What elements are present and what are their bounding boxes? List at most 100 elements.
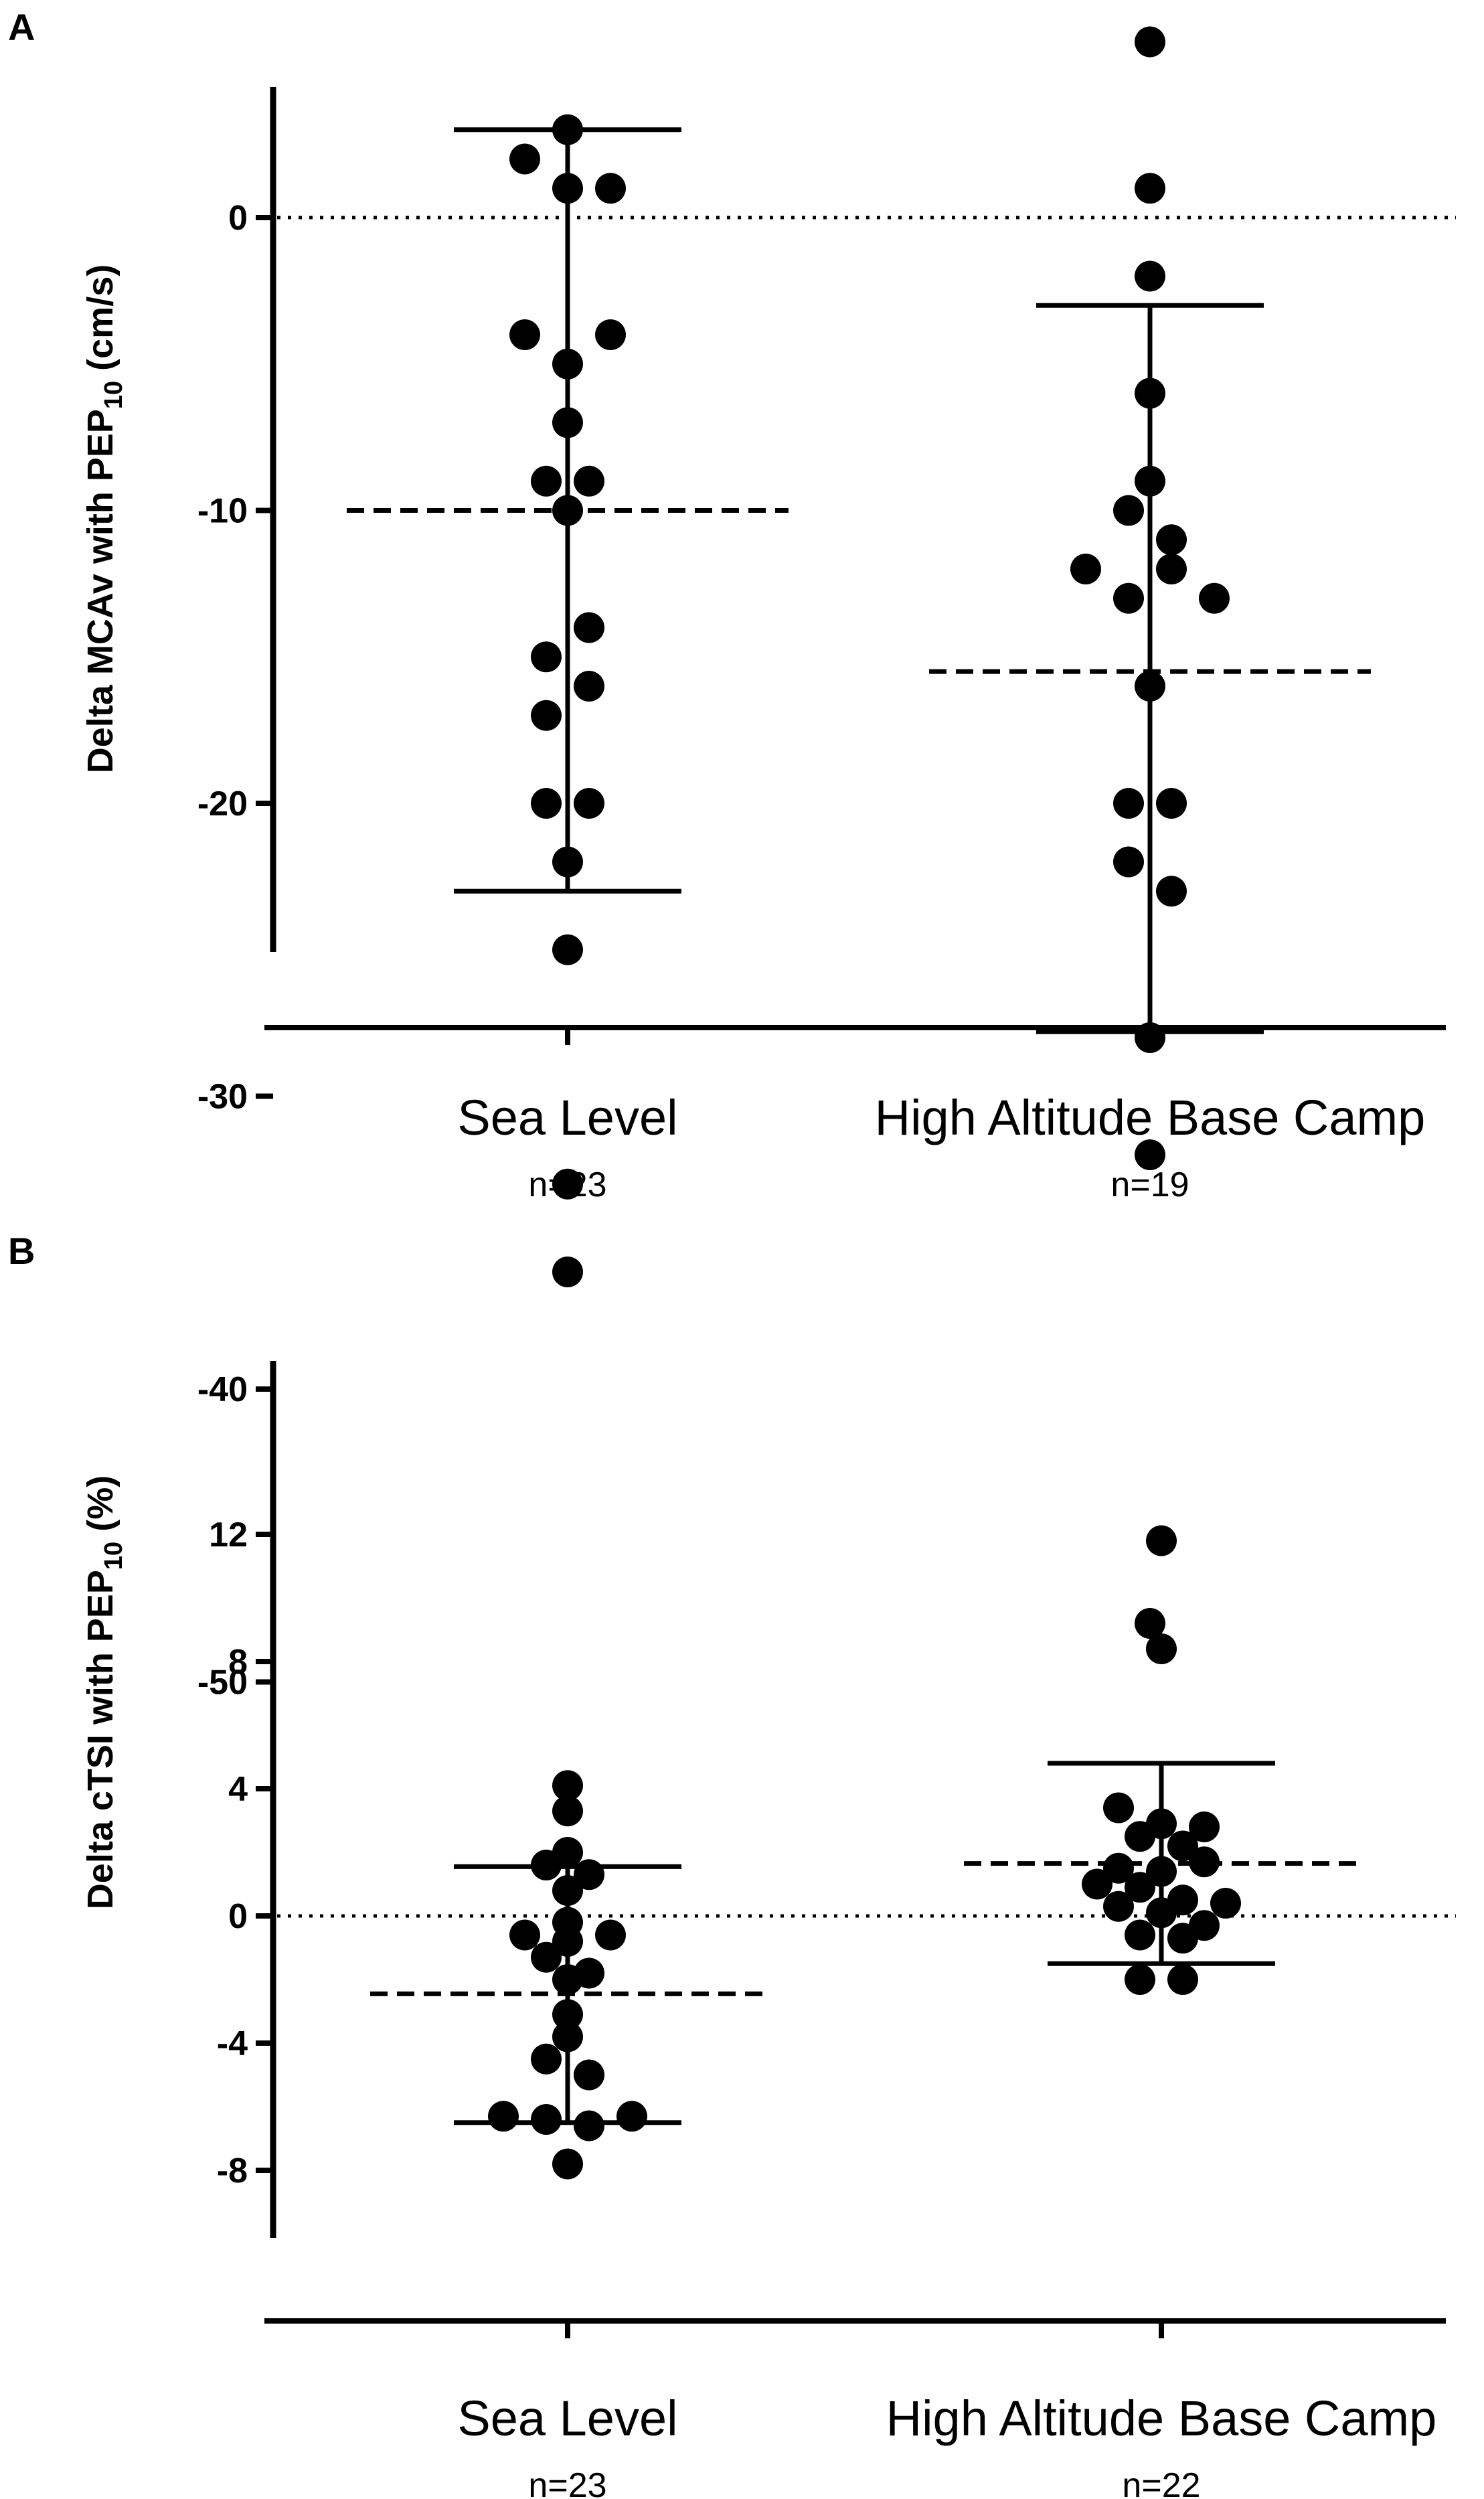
panel-a-group-sea-level-data-point [552, 1168, 583, 1200]
panel-b-group-high-altitude-data-point [1167, 1884, 1198, 1916]
panel-a-group-high-altitude-data-point [1135, 1139, 1165, 1170]
panel-b-group-high-altitude-data-point [1210, 1888, 1241, 1919]
panel-b-group-sea-level-data-point [531, 1941, 562, 1973]
panel-b-marks [370, 1525, 1359, 2180]
panel-b-group-high-altitude-data-point [1167, 1830, 1198, 1862]
panel-a-y-tick-label: -10 [197, 492, 248, 531]
panel-a-group-high-altitude-n-label: n=19 [1110, 1165, 1189, 1204]
panel-b-group-high-altitude-data-point [1125, 1872, 1155, 1903]
panel-a-y-tick-label: 0 [228, 199, 248, 238]
panel-b-group-high-altitude-data-point [1125, 1919, 1155, 1951]
panel-a-y-tick-label: -20 [197, 785, 248, 823]
panel-a-group-high-altitude-category-label: High Altitude Base Camp [875, 1090, 1426, 1145]
panel-b-y-axis-label: Delta cTSI with PEP10 (%) [80, 1475, 128, 1909]
panel-a-group-sea-level-data-point [531, 788, 562, 819]
panel-b-categories: Sea Level n=23 High Altitude Base Camp n=22 [264, 2318, 1446, 2499]
panel-a-group-high-altitude-data-point [1135, 26, 1165, 58]
panel-b-y-axis-label-main: Delta cTSI with PEP [80, 1570, 120, 1909]
panel-a-group-sea-level-data-point [509, 319, 540, 350]
panel-a-group-high-altitude-data-point [1156, 524, 1187, 556]
panel-b-group-sea-level-data-point [552, 2148, 583, 2180]
panel-a-group-sea-level-data-point [531, 465, 562, 497]
panel-a-group-high-altitude-data-point [1156, 554, 1187, 584]
panel-a-group-high-altitude-data-point [1070, 554, 1101, 584]
panel-a-y-axis-label: Delta MCAv with PEP10 (cm/s) [80, 264, 128, 773]
panel-b-group-high-altitude-data-point [1146, 1808, 1177, 1840]
panel-b-group-sea-level-data-point [509, 1919, 540, 1951]
panel-b-y-tick-label: 4 [228, 1770, 248, 1809]
panel-b-y-axis-label-unit: (%) [80, 1475, 120, 1542]
panel-a-categories: Sea Level n=23 High Altitude Base Camp n=19 [264, 1025, 1446, 1204]
panel-b-group-high-altitude-data-point [1189, 1846, 1220, 1878]
panel-a-group-high-altitude-data-point [1113, 495, 1144, 526]
panel-b-group-high-altitude-data-point [1082, 1868, 1112, 1900]
panel-b-y-tick-label: -8 [217, 2152, 248, 2190]
panel-b-y-tick-label: 12 [209, 1516, 248, 1554]
panel-a-group-high-altitude-data-point [1156, 788, 1187, 819]
panel-a-group-high-altitude-data-point [1135, 465, 1165, 497]
panel-b-group-high-altitude-data-point [1167, 1964, 1198, 1995]
panel-b-group-high-altitude-data-point [1146, 1633, 1177, 1664]
panel-b-y-tick-label: 0 [228, 1897, 248, 1936]
panel-a-group-high-altitude-data-point [1135, 1608, 1165, 1639]
panel-a-group-high-altitude-data-point [1113, 846, 1144, 878]
panel-a-group-sea-level-data-point [595, 173, 626, 204]
panel-b-group-sea-level-data-point [531, 2043, 562, 2075]
panel-b-group-high-altitude-category-label: High Altitude Base Camp [886, 2391, 1437, 2446]
panel-a-y-ticks: 0 -10 -20 -30 -40 -50 [197, 87, 276, 1702]
panel-b-group-sea-level-n-label: n=23 [528, 2466, 606, 2499]
panel-b-group-sea-level-data-point [574, 1859, 604, 1890]
panel-b-y-ticks: 12 8 4 0 -4 -8 [209, 1361, 276, 2238]
panel-b-group-high-altitude-data-point [1103, 1792, 1134, 1824]
panel-a-group-high-altitude-data-point [1113, 788, 1144, 819]
panel-b-group-sea-level-data-point [488, 2101, 519, 2132]
panel-b: B Delta cTSI with PEP10 (%) 12 8 4 0 -4 -8 Se… [8, 1230, 1456, 2499]
panel-a-group-sea-level-data-point [552, 407, 583, 438]
panel-a-group-sea-level-data-point [574, 671, 604, 702]
panel-a-y-tick-label: -30 [197, 1078, 248, 1117]
panel-b-group-high-altitude-data-point [1125, 1964, 1155, 1995]
panel-b-group-sea-level-data-point [574, 2059, 604, 2091]
panel-b-group-sea-level-data-point [552, 1837, 583, 1868]
panel-a-y-axis-label-main: Delta MCAv with PEP [80, 409, 120, 773]
panel-b-group-high-altitude-data-point [1146, 1856, 1177, 1887]
panel-b-group-high-altitude-data-point [1189, 1811, 1220, 1842]
panel-a-group-sea-level-data-point [552, 173, 583, 204]
panel-a-group-sea-level-data-point [552, 934, 583, 965]
panel-a-group-high-altitude-data-point [1135, 173, 1165, 204]
panel-a-group-high-altitude-data-point [1135, 378, 1165, 409]
panel-a-y-axis-label-unit: (cm/s) [80, 264, 120, 381]
panel-a-group-sea-level-data-point [552, 348, 583, 380]
panel-b-group-sea-level-data-point [574, 2110, 604, 2142]
panel-a-group-high-altitude-data-point [1135, 671, 1165, 702]
panel-b-group-sea-level-data-point [552, 1770, 583, 1801]
panel-a-y-axis-label-sub: 10 [100, 381, 128, 409]
panel-b-group-sea-level-data-point [552, 1926, 583, 1957]
panel-a-group-sea-level-data-point [531, 641, 562, 673]
panel-b-group-sea-level-data-point [552, 1795, 583, 1827]
panel-a-group-sea-level-n-label: n=23 [528, 1165, 606, 1204]
panel-a-group-sea-level-category-label: Sea Level [457, 1090, 677, 1145]
panel-a-y-tick-label: -50 [197, 1664, 248, 1702]
panel-a-group-high-altitude-data-point [1156, 876, 1187, 907]
panel-a-group-high-altitude-data-point [1135, 260, 1165, 292]
panel-a-group-sea-level-data-point [574, 612, 604, 643]
panel-b-group-sea-level-category-label: Sea Level [457, 2391, 677, 2446]
panel-a-group-high-altitude-data-point [1113, 582, 1144, 614]
panel-a-group-sea-level-data-point [552, 495, 583, 526]
panel-a-group-sea-level-data-point [574, 465, 604, 497]
panel-b-group-sea-level-data-point [531, 2104, 562, 2135]
panel-b-y-tick-label: 8 [228, 1643, 248, 1682]
panel-b-group-sea-level-data-point [552, 1999, 583, 2030]
panel-b-group-high-altitude-n-label: n=22 [1122, 2466, 1200, 2499]
panel-a-group-sea-level-data-point [552, 1257, 583, 1287]
panel-a-group-sea-level-data-point [595, 319, 626, 350]
panel-a-group-sea-level-data-point [552, 846, 583, 878]
panel-a-group-sea-level-data-point [509, 143, 540, 175]
panel-a-group-high-altitude-data-point [1199, 582, 1230, 614]
panel-a-group-sea-level-data-point [531, 700, 562, 731]
panel-b-group-high-altitude-data-point [1146, 1525, 1177, 1556]
panel-a-group-sea-level-data-point [574, 788, 604, 819]
panel-a-y-tick-label: -40 [197, 1370, 248, 1409]
